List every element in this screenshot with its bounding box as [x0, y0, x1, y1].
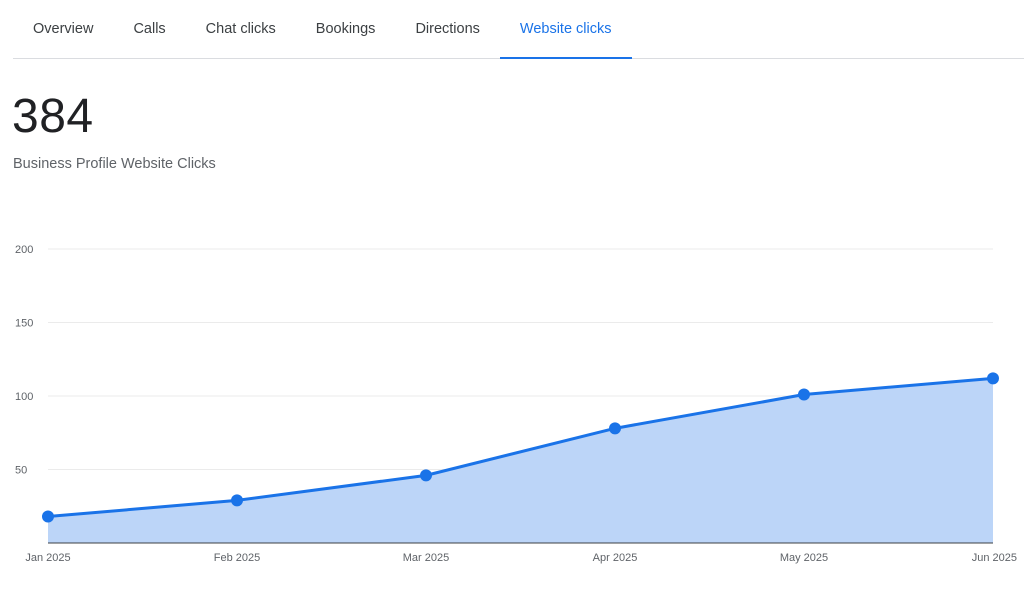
data-point-mar-2025 — [420, 469, 432, 482]
y-tick-label: 200 — [15, 244, 33, 256]
x-tick-label: Apr 2025 — [593, 552, 638, 564]
metric-total-value: 384 — [12, 90, 94, 143]
tab-bookings[interactable]: Bookings — [315, 21, 376, 37]
metric-tabs: Overview Calls Chat clicks Bookings Dire… — [13, 0, 1024, 59]
y-tick-label: 50 — [15, 465, 27, 477]
chart-x-tick-labels: Jan 2025 Feb 2025 Mar 2025 Apr 2025 May 2025… — [25, 552, 1017, 564]
series-area-fill — [48, 378, 993, 543]
data-point-jun-2025 — [987, 372, 999, 385]
tab-calls[interactable]: Calls — [133, 21, 166, 37]
x-tick-label: Jun 2025 — [972, 552, 1017, 564]
metric-label: Business Profile Website Clicks — [13, 156, 216, 172]
data-point-may-2025 — [798, 388, 810, 401]
tab-chat-clicks[interactable]: Chat clicks — [205, 21, 276, 37]
chart-area-layer — [47, 376, 994, 544]
x-tick-label: May 2025 — [780, 552, 828, 564]
tab-directions[interactable]: Directions — [415, 21, 480, 37]
y-tick-label: 150 — [15, 318, 33, 330]
data-point-jan-2025 — [42, 510, 54, 523]
tab-website-clicks[interactable]: Website clicks — [499, 0, 632, 59]
x-tick-label: Jan 2025 — [25, 552, 70, 564]
tab-overview[interactable]: Overview — [33, 21, 94, 37]
x-tick-label: Feb 2025 — [214, 552, 260, 564]
data-point-apr-2025 — [609, 422, 621, 435]
chart-points — [42, 372, 999, 523]
data-point-feb-2025 — [231, 494, 243, 507]
chart-y-tick-labels: 50 100 150 200 — [15, 244, 33, 477]
y-tick-label: 100 — [15, 391, 33, 403]
series-line — [47, 376, 994, 519]
x-tick-label: Mar 2025 — [403, 552, 449, 564]
